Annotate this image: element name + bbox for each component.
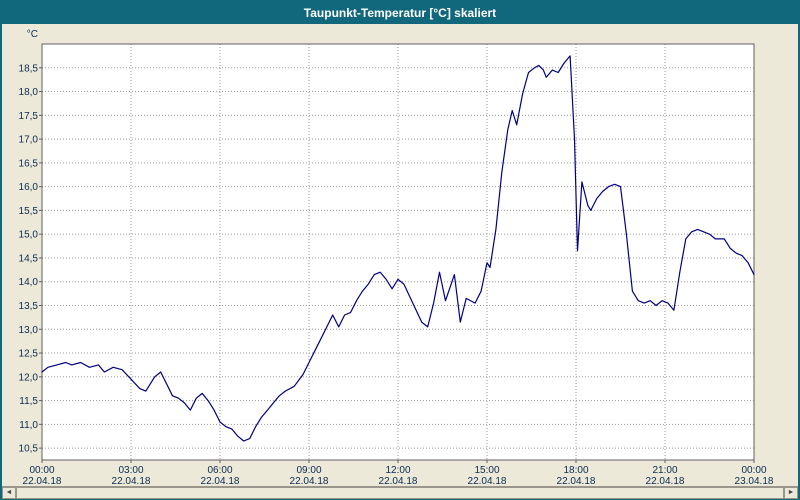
x-tick-date-label: 22.04.18 <box>557 476 596 486</box>
x-tick-date-label: 23.04.18 <box>735 476 774 486</box>
y-tick-label: 16,0 <box>19 182 39 193</box>
x-tick-time-label: 00:00 <box>29 465 54 476</box>
y-tick-label: 15,5 <box>19 206 39 217</box>
scroll-left-icon[interactable]: ◄ <box>2 487 16 499</box>
y-axis-labels: °C 10,5 11,0 11,5 12,0 12,5 13,0 13,5 14,0 14,5 15… <box>19 29 42 455</box>
gridlines <box>42 44 754 460</box>
temperature-line <box>41 55 755 442</box>
x-tick-time-label: 12:00 <box>385 465 410 476</box>
x-tick-date-label: 22.04.18 <box>112 476 151 486</box>
y-tick-label: 13,0 <box>19 325 39 336</box>
x-tick-time-label: 09:00 <box>296 465 321 476</box>
x-tick-date-label: 22.04.18 <box>23 476 62 486</box>
y-tick-label: 11,0 <box>19 420 38 431</box>
x-tick-time-label: 00:00 <box>741 465 766 476</box>
y-tick-label: 17,5 <box>19 111 39 122</box>
y-tick-label: 14,0 <box>19 277 39 288</box>
chart-svg: °C 10,5 11,0 11,5 12,0 12,5 13,0 13,5 14,0 14,5 15… <box>19 29 774 486</box>
x-tick-time-label: 06:00 <box>207 465 232 476</box>
x-tick-time-label: 18:00 <box>563 465 588 476</box>
horizontal-scrollbar[interactable]: ◄ ► <box>2 486 798 499</box>
y-tick-label: 12,5 <box>19 349 39 360</box>
y-tick-label: 18,5 <box>19 63 39 74</box>
y-tick-label: 16,5 <box>19 158 39 169</box>
scrollbar-thumb[interactable] <box>16 487 784 499</box>
y-tick-label: 10,5 <box>19 444 39 455</box>
y-tick-label: 18,0 <box>19 87 39 98</box>
x-tick-date-label: 22.04.18 <box>379 476 418 486</box>
chart-area: °C 10,5 11,0 11,5 12,0 12,5 13,0 13,5 14,0 14,5 15… <box>2 24 798 486</box>
y-tick-label: 13,5 <box>19 301 39 312</box>
x-axis-labels: 00:0022.04.1803:0022.04.1806:0022.04.180… <box>23 460 774 486</box>
y-tick-label: 11,5 <box>19 396 38 407</box>
y-tick-label: 12,0 <box>19 372 39 383</box>
y-tick-label: 17,0 <box>19 135 39 146</box>
y-tick-label: 15,0 <box>19 230 39 241</box>
x-tick-date-label: 22.04.18 <box>646 476 685 486</box>
x-tick-date-label: 22.04.18 <box>290 476 329 486</box>
x-tick-date-label: 22.04.18 <box>201 476 240 486</box>
x-tick-date-label: 22.04.18 <box>468 476 507 486</box>
x-tick-time-label: 21:00 <box>652 465 677 476</box>
scroll-right-icon[interactable]: ► <box>784 487 798 499</box>
x-tick-time-label: 15:00 <box>474 465 499 476</box>
x-tick-time-label: 03:00 <box>118 465 143 476</box>
y-axis-unit-label: °C <box>27 29 38 40</box>
y-tick-label: 14,5 <box>19 253 39 264</box>
window-title: Taupunkt-Temperatur [°C] skaliert <box>2 2 798 24</box>
